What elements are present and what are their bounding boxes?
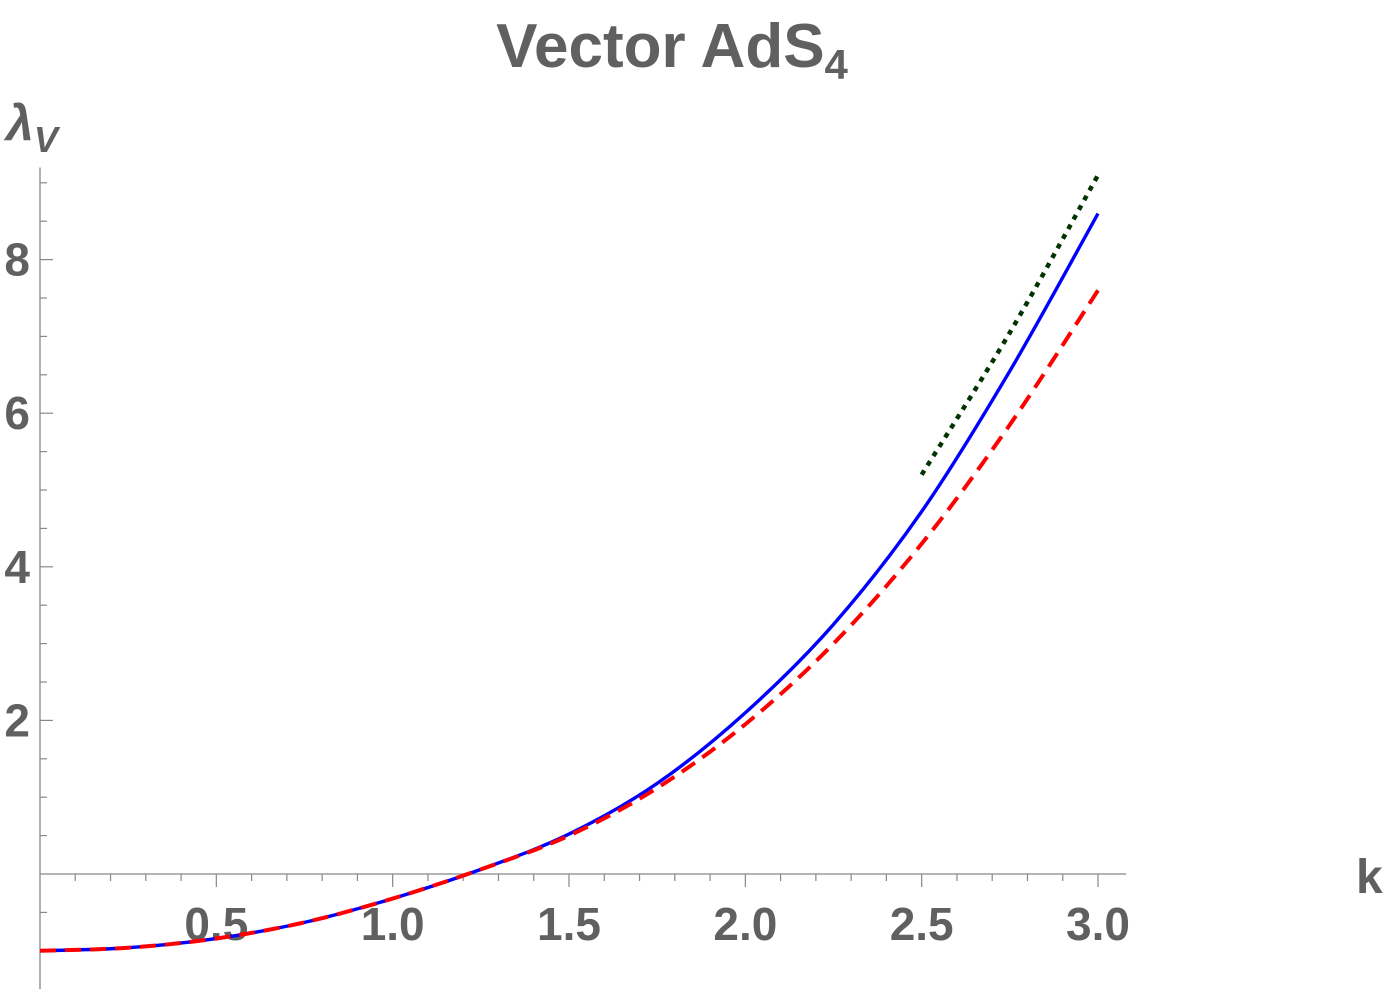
y-tick-label: 6 bbox=[4, 387, 30, 439]
axes bbox=[39, 167, 1127, 990]
series-lines bbox=[39, 174, 1100, 953]
chart-title: Vector AdS4 bbox=[496, 12, 848, 88]
series-line-dotted bbox=[919, 174, 1100, 476]
x-tick-label: 2.0 bbox=[713, 898, 777, 950]
y-axis-label: λV bbox=[3, 95, 61, 160]
tick-marks bbox=[40, 182, 1099, 952]
series-line-dashed bbox=[39, 289, 1100, 953]
x-tick-label: 1.5 bbox=[537, 898, 601, 950]
chart-title-subscript: 4 bbox=[825, 41, 849, 88]
y-tick-label: 2 bbox=[4, 694, 30, 746]
x-tick-label: 2.5 bbox=[890, 898, 954, 950]
x-axis-label: k bbox=[1356, 851, 1383, 904]
series-line-solid bbox=[39, 212, 1100, 953]
y-tick-label: 8 bbox=[4, 234, 30, 286]
y-axis-label-subscript: V bbox=[34, 119, 61, 160]
x-tick-label: 3.0 bbox=[1066, 898, 1130, 950]
y-tick-label: 4 bbox=[4, 541, 30, 593]
